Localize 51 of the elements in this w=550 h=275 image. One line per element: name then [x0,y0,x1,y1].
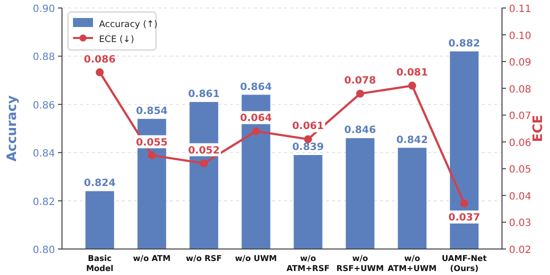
data-label: 0.839 [292,142,324,154]
legend-label: ECE (↓) [99,35,134,45]
data-label: 0.861 [188,88,220,100]
y2-tick-label: 0.03 [509,218,532,230]
y2-tick-label: 0.09 [509,58,532,69]
point [460,199,468,208]
y-axis-title: Accuracy [5,94,20,162]
y2-tick-label: 0.04 [509,191,532,202]
data-label: 0.052 [188,145,220,156]
data-label: 0.061 [292,121,324,132]
data-label: 0.078 [344,76,376,87]
point [356,90,364,98]
data-label: 0.064 [240,113,272,124]
x-tick-label: w/o ATM+UWM [388,254,437,273]
y-tick-label: 0.90 [32,4,55,15]
y2-tick-label: 0.11 [509,4,532,15]
x-tick-label: UAMF-Net (Ours) [442,254,487,273]
data-label: 0.055 [136,137,168,148]
data-label: 0.882 [448,38,480,50]
y-tick-label: 0.80 [32,245,55,256]
y2-tick-label: 0.06 [509,138,532,149]
point [148,151,156,160]
x-tick-label: Basic Model [86,254,114,273]
x-tick-label: w/o RSF [186,254,222,263]
data-label: 0.854 [136,106,168,117]
y-tick-label: 0.86 [32,100,55,112]
y2-tick-label: 0.05 [509,164,532,176]
x-tick-label: w/o ATM+RSF [286,254,330,273]
data-label: 0.081 [396,68,428,79]
point [408,82,416,90]
data-label: 0.864 [240,82,272,93]
x-tick-label: w/o UWM [235,254,277,263]
y2-tick-label: 0.07 [509,111,532,122]
data-label: 0.086 [84,54,116,66]
data-label: 0.846 [344,125,376,136]
x-tick-label: w/o RSF+UWM [336,254,384,273]
y-tick-label: 0.88 [32,52,55,64]
y2-tick-label: 0.02 [509,245,532,256]
y-tick-label: 0.84 [32,148,55,160]
x-tick-label: w/o ATM [133,254,171,263]
point [96,68,104,76]
legend-label: Accuracy (↑) [99,20,158,30]
data-label: 0.842 [396,134,428,146]
point [252,127,260,136]
data-label: 0.824 [84,178,116,190]
y2-axis-title: ECE [531,114,546,142]
y2-tick-label: 0.08 [509,84,532,96]
y-tick-label: 0.82 [32,196,55,208]
y2-tick-label: 0.10 [509,30,532,42]
data-label: 0.037 [448,212,480,224]
point [200,159,208,168]
